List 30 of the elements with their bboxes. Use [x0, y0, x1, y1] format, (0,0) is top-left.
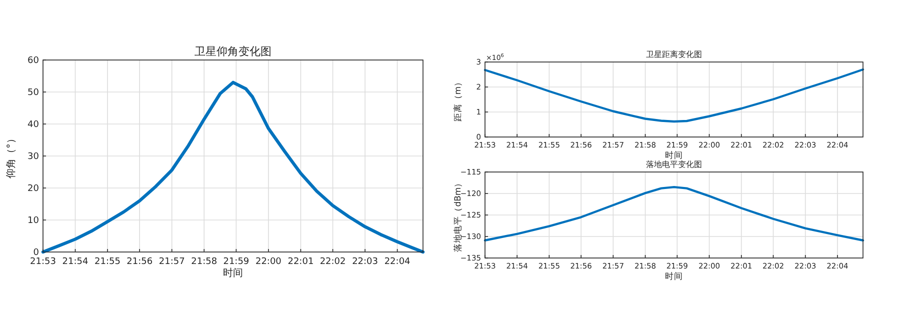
x-tick-label: 21:57: [158, 257, 185, 267]
line-series: [484, 186, 864, 242]
x-tick-label: 22:03: [352, 257, 378, 267]
y-tick-label: 40: [28, 120, 40, 130]
x-tick-label: 21:58: [191, 257, 218, 267]
y-axis-title: 仰角（°）: [5, 134, 17, 178]
x-tick-label: 22:02: [320, 257, 346, 267]
x-tick-label: 21:56: [126, 257, 153, 267]
line-series: [484, 68, 864, 123]
x-axis-title: 时间: [665, 150, 683, 161]
y-tick-label: 60: [28, 56, 40, 66]
chart-title: 落地电平变化图: [646, 160, 702, 169]
chart-title: 卫星距离变化图: [646, 50, 702, 59]
x-tick-label: 21:53: [30, 257, 56, 267]
x-tick-label: 21:59: [223, 257, 250, 267]
x-axis-title: 时间: [665, 271, 683, 282]
x-tick-label: 21:55: [94, 257, 120, 267]
y-tick-label: 10: [28, 216, 40, 226]
y-tick-label: 20: [28, 184, 40, 194]
x-tick-label: 22:00: [255, 257, 282, 267]
y-axis-title: 距离（m）: [452, 77, 464, 122]
y-tick-label: 0: [33, 248, 40, 258]
x-tick-label: 22:04: [384, 257, 411, 267]
x-axis-title: 时间: [223, 267, 243, 279]
y-tick-label: 50: [28, 88, 40, 98]
x-tick-label: 21:54: [62, 257, 89, 267]
x-tick-label: 22:01: [288, 257, 314, 267]
chart-title: 卫星仰角变化图: [194, 45, 272, 58]
line-series: [41, 80, 425, 254]
y-tick-label: 30: [28, 152, 40, 162]
